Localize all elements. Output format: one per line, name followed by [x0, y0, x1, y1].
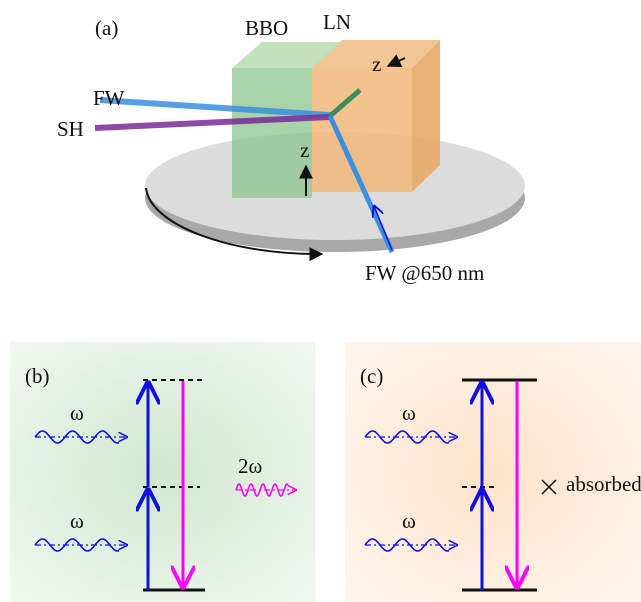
beam-label: SH [57, 117, 84, 141]
panel-b: (b) ω ω 2ω [10, 342, 315, 602]
axis-label: z [372, 52, 381, 76]
photon-label: 2ω [238, 454, 262, 478]
panel-label: (c) [360, 364, 383, 388]
panel-a: (a) BBO LN z z FW SH FW @650 nm [57, 10, 525, 285]
crystal-label: BBO [245, 16, 288, 40]
panel-label: (a) [95, 16, 118, 40]
photon-label: ω [402, 401, 416, 425]
output-label: FW @650 nm [365, 261, 484, 285]
bbo-front [232, 68, 312, 198]
photon-label: ω [70, 401, 84, 425]
photon-label: ω [402, 509, 416, 533]
beam-label: FW [93, 86, 125, 110]
panel-c: (c) ω ω absorbed [345, 342, 641, 602]
figure: (a) BBO LN z z FW SH FW @650 nm (b) ω ω … [0, 0, 641, 602]
photon-label: ω [70, 509, 84, 533]
note: absorbed [566, 472, 641, 496]
panel-label: (b) [25, 364, 50, 388]
axis-label: z [300, 138, 309, 162]
crystal-label: LN [323, 10, 351, 34]
ln-front [312, 68, 412, 192]
